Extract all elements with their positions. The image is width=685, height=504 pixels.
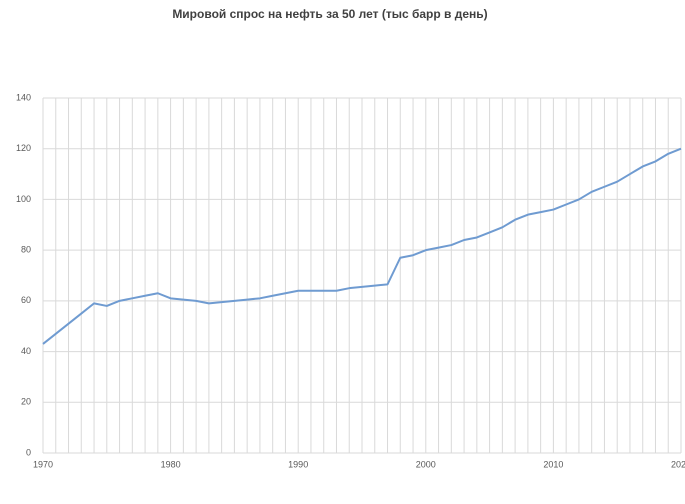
y-tick-label: 120	[16, 143, 31, 153]
x-tick-label: 2010	[543, 459, 563, 469]
y-tick-label: 80	[21, 245, 31, 255]
y-tick-label: 40	[21, 346, 31, 356]
y-tick-label: 60	[21, 295, 31, 305]
y-tick-label: 20	[21, 397, 31, 407]
x-tick-label: 2020	[671, 459, 685, 469]
chart-title: Мировой спрос на нефть за 50 лет (тыс ба…	[172, 7, 487, 21]
y-tick-label: 100	[16, 194, 31, 204]
x-tick-label: 1970	[33, 459, 53, 469]
x-tick-label: 1990	[288, 459, 308, 469]
x-tick-label: 1980	[161, 459, 181, 469]
y-tick-label: 0	[26, 447, 31, 457]
y-tick-label: 140	[16, 92, 31, 102]
data-line	[42, 147, 682, 345]
x-tick-label: 2000	[416, 459, 436, 469]
